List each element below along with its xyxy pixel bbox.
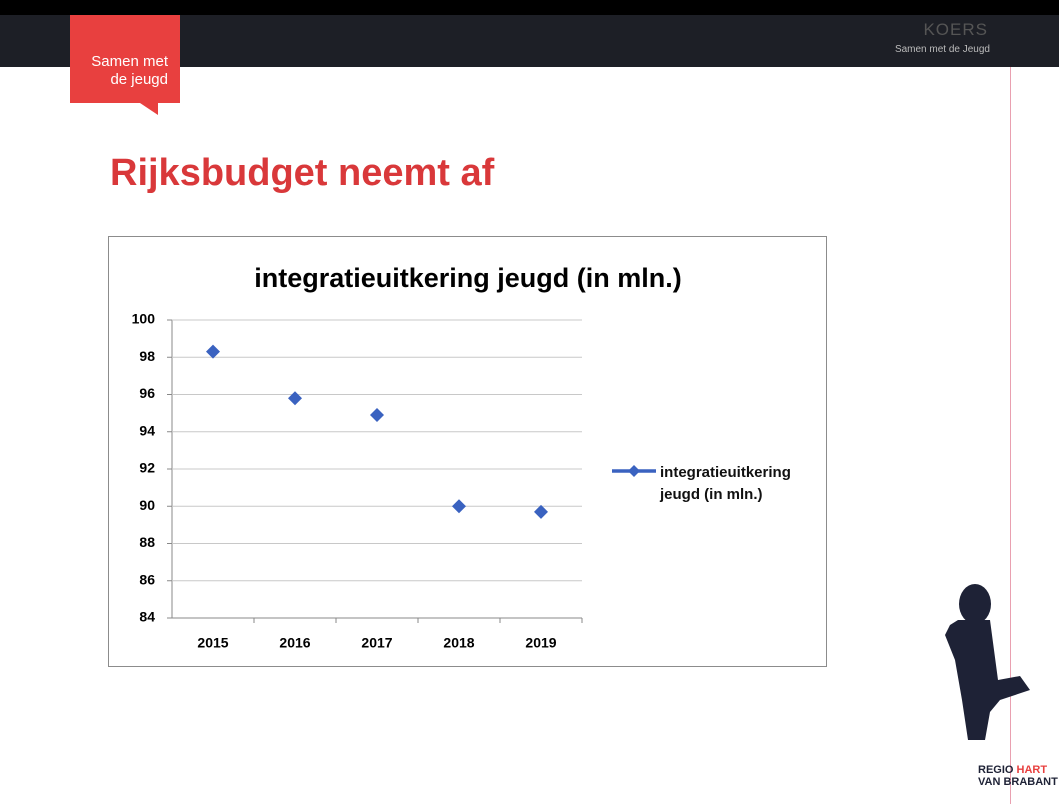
logo-word: HART [1016,764,1048,776]
slide-title: Rijksbudget neemt af [110,152,495,194]
chart-title: integratieuitkering jeugd (in mln.) [254,263,682,293]
y-tick-label: 90 [139,497,155,513]
y-tick-label: 88 [139,534,155,550]
tag-pointer [140,103,158,115]
brand: KOERS [923,20,988,39]
section-tag: Samen met de jeugd [70,15,180,103]
x-tick-label: 2018 [443,635,474,651]
x-tick-label: 2017 [361,635,392,651]
child-silhouette [945,584,1030,740]
margin-line [1010,67,1011,804]
y-tick-label: 86 [139,571,155,587]
tag-line: Samen met [91,53,168,70]
logo: REGIO HART VAN BRABANT [978,764,1058,788]
data-point [534,504,548,519]
y-tick-label: 98 [139,348,155,364]
data-point [288,391,302,406]
brand-subtitle: Samen met de Jeugd [894,44,990,55]
legend-marker [628,465,640,477]
y-tick-label: 96 [139,385,155,401]
x-tick-label: 2019 [525,635,556,651]
data-point [370,407,384,422]
logo-word: VAN BRABANT [978,776,1058,788]
data-point [206,344,220,359]
x-tick-label: 2015 [197,635,228,651]
x-tick-label: 2016 [279,635,310,651]
y-tick-label: 92 [139,460,155,476]
data-point [452,499,466,514]
logo-word: REGIO [978,764,1014,776]
y-tick-label: 100 [132,311,156,327]
legend-label: integratieuitkering jeugd (in mln.) [660,464,791,503]
y-tick-label: 84 [139,609,155,625]
y-tick-label: 94 [139,422,155,438]
chart-frame [108,236,827,667]
tag-line: de jeugd [110,71,168,88]
